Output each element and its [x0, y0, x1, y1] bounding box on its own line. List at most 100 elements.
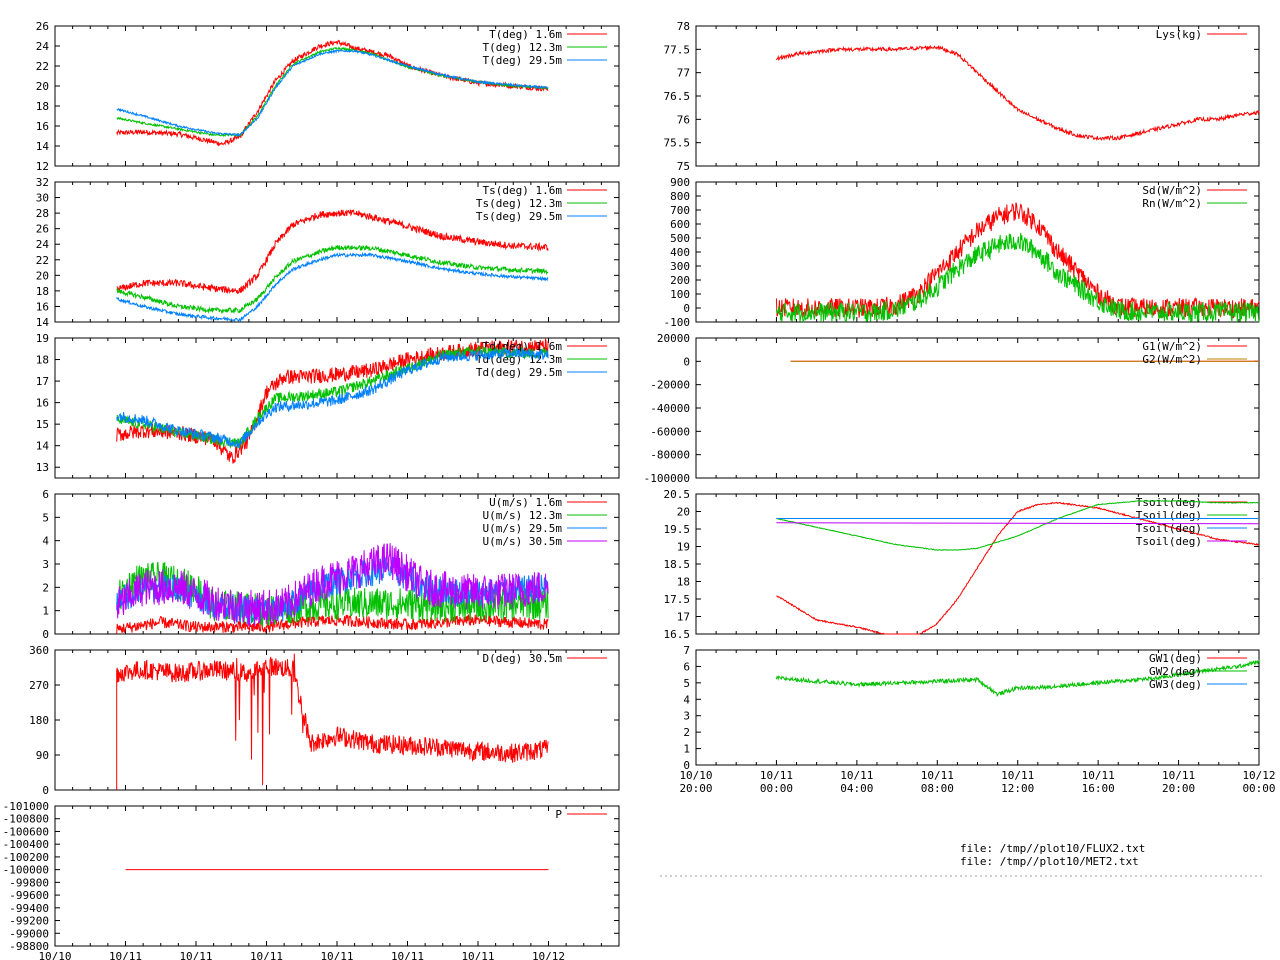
legend-label: U(m/s) 12.3m	[483, 509, 563, 522]
y-tick-label: 5	[42, 511, 49, 524]
legend-label: T(deg) 29.5m	[483, 54, 563, 67]
y-tick-label: 600	[670, 218, 690, 231]
legend-label: G2(W/m^2)	[1142, 353, 1202, 366]
y-tick-label: 19	[36, 332, 49, 345]
series-line	[775, 659, 1260, 698]
x-tick-label: 10/10	[679, 769, 712, 782]
y-tick-label: 4	[42, 535, 49, 548]
y-tick-label: 270	[29, 679, 49, 692]
y-tick-label: 0	[42, 784, 49, 797]
y-tick-label: 18	[36, 100, 49, 113]
series-line	[776, 522, 1260, 525]
y-tick-label: 500	[670, 232, 690, 245]
y-tick-label: 4	[683, 693, 690, 706]
legend-label: Tsoil(deg)	[1136, 509, 1202, 522]
series-line	[116, 543, 549, 627]
y-tick-label: 32	[36, 176, 49, 189]
y-tick-label: -40000	[650, 402, 690, 415]
y-tick-label: 20	[36, 80, 49, 93]
y-tick-label: -99800	[9, 876, 49, 889]
y-tick-label: -99400	[9, 902, 49, 915]
legend-label: T(deg) 12.3m	[483, 41, 563, 54]
legend-label: Lys(kg)	[1156, 28, 1202, 41]
y-tick-label: 17	[36, 375, 49, 388]
legend-label: Sd(W/m^2)	[1142, 184, 1202, 197]
y-tick-label: -99000	[9, 927, 49, 940]
legend-label: GW3(deg)	[1149, 678, 1202, 691]
y-tick-label: 78	[677, 20, 690, 33]
y-tick-label: 180	[29, 714, 49, 727]
y-tick-label: 6	[683, 660, 690, 673]
x-tick-label: 10/12	[1242, 769, 1275, 782]
y-tick-label: -100600	[3, 825, 49, 838]
chart-p: -98800-99000-99200-99400-99600-99800-100…	[3, 800, 620, 960]
y-tick-label: 18	[677, 576, 690, 589]
y-tick-label: 400	[670, 246, 690, 259]
x-tick-label: 00:00	[760, 782, 793, 795]
x-tick-label: 10/11	[921, 769, 954, 782]
y-tick-label: -80000	[650, 449, 690, 462]
y-tick-label: 20	[36, 269, 49, 282]
y-tick-label: 22	[36, 60, 49, 73]
series-line	[116, 48, 549, 138]
y-tick-label: 76.5	[664, 90, 691, 103]
x-tick-label: 10/11	[840, 769, 873, 782]
y-tick-label: 30	[36, 192, 49, 205]
y-tick-label: -100	[664, 316, 691, 329]
y-tick-label: 1	[42, 605, 49, 618]
y-tick-label: 14	[36, 440, 50, 453]
y-tick-label: 16	[36, 300, 49, 313]
y-tick-label: 76	[677, 113, 690, 126]
y-tick-label: 200	[670, 274, 690, 287]
y-tick-label: 3	[683, 710, 690, 723]
y-tick-label: 360	[29, 644, 49, 657]
y-tick-label: 13	[36, 461, 49, 474]
chart-g: -100000 -80000 -60000 -40000 -20000 0 20000 G1(…	[644, 332, 1260, 485]
y-tick-label: -100400	[3, 838, 49, 851]
x-tick-label: 10/11	[1001, 769, 1034, 782]
x-tick-label: 10/11	[760, 769, 793, 782]
y-tick-label: 700	[670, 204, 690, 217]
file-label: file: /tmp//plot10/FLUX2.txt	[960, 842, 1145, 855]
legend-label: G1(W/m^2)	[1142, 340, 1202, 353]
y-tick-label: 75	[677, 160, 690, 173]
x-tick-label: 10/11	[1082, 769, 1115, 782]
y-tick-label: -100800	[3, 813, 49, 826]
y-tick-label: 22	[36, 254, 49, 267]
y-tick-label: 77.5	[664, 43, 691, 56]
legend-label: Ts(deg) 12.3m	[476, 197, 562, 210]
legend-label: Tsoil(deg)	[1136, 522, 1202, 535]
y-tick-label: 3	[42, 558, 49, 571]
x-tick-label: 10/11	[109, 950, 142, 960]
y-tick-label: 18.5	[664, 558, 691, 571]
y-tick-label: 800	[670, 190, 690, 203]
x-tick-label: 00:00	[1242, 782, 1275, 795]
x-tick-label: 16:00	[1082, 782, 1115, 795]
y-tick-label: 0	[683, 302, 690, 315]
series-line	[116, 348, 549, 449]
x-tick-label: 10/12	[532, 950, 565, 960]
y-tick-label: 12	[36, 160, 49, 173]
x-tick-label: 08:00	[921, 782, 954, 795]
y-tick-label: 20	[677, 506, 690, 519]
y-tick-label: 16	[36, 120, 49, 133]
y-tick-label: 17	[677, 611, 690, 624]
legend-label: T(deg) 1.6m	[489, 28, 562, 41]
legend-label: Tsoil(deg)	[1136, 535, 1202, 548]
series-line	[116, 653, 549, 790]
y-tick-label: 16.5	[664, 628, 691, 641]
y-tick-label: 100	[670, 288, 690, 301]
y-tick-label: 6	[42, 488, 49, 501]
y-tick-label: 19.5	[664, 523, 691, 536]
legend-label: Td(deg) 29.5m	[476, 366, 562, 379]
series-line	[116, 39, 549, 147]
y-tick-label: 24	[36, 40, 50, 53]
y-tick-label: -100000	[644, 472, 690, 485]
y-tick-label: 5	[683, 677, 690, 690]
series-line	[116, 244, 549, 315]
x-tick-label: 10/11	[179, 950, 212, 960]
y-tick-label: 2	[42, 581, 49, 594]
x-tick-label: 20:00	[1162, 782, 1195, 795]
file-label: file: /tmp//plot10/MET2.txt	[960, 855, 1139, 868]
